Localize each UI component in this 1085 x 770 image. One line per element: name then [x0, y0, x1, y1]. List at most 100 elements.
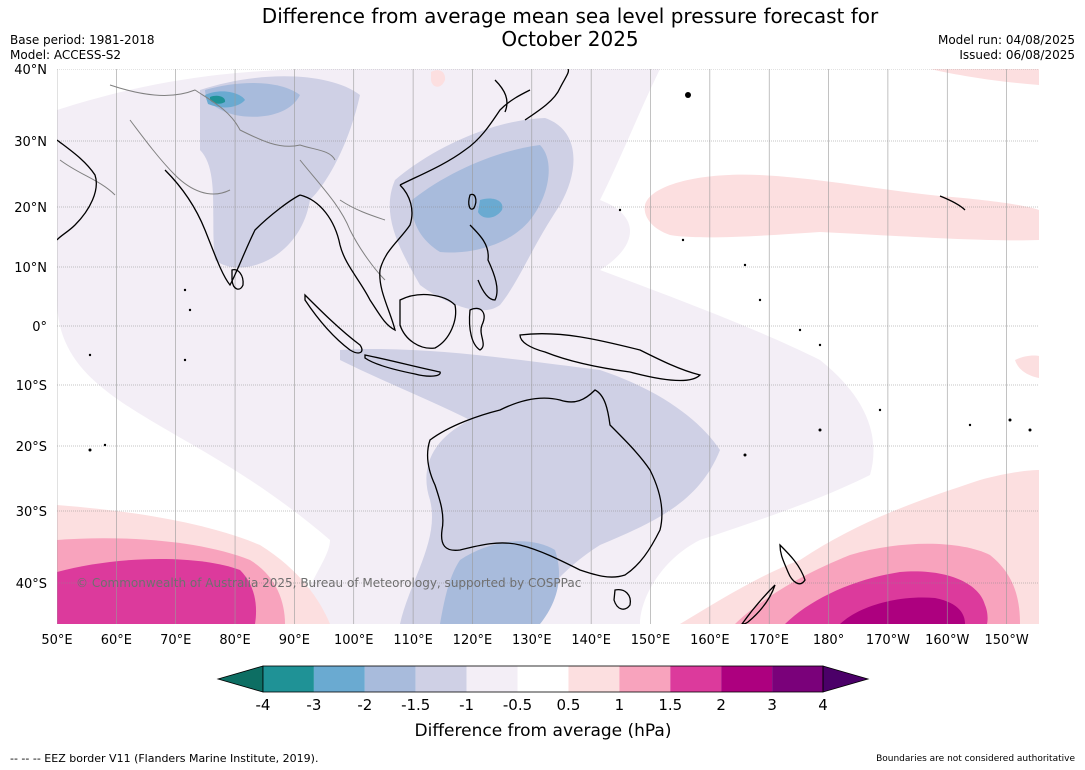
coastline-tasmania — [613, 589, 631, 610]
country-border — [129, 119, 231, 195]
coastline-sri-lanka — [231, 269, 244, 290]
island — [818, 343, 822, 347]
coastline-arabia — [57, 139, 97, 241]
latitude-label: 30°N — [14, 135, 47, 150]
anomaly-fill — [57, 69, 1039, 624]
island — [758, 298, 762, 302]
country-border — [59, 159, 116, 196]
latitude-label: 20°S — [16, 440, 47, 455]
negative-anomaly-region-strong — [440, 541, 560, 624]
colorbar-tick-label: -0.5 — [503, 696, 532, 714]
map-title: Difference from average mean sea level p… — [200, 5, 940, 51]
colorbar-extend-low — [216, 665, 264, 693]
coastline-japan — [524, 69, 570, 121]
island — [88, 448, 92, 452]
island — [183, 288, 187, 292]
longitude-label: 90°E — [279, 633, 310, 648]
longitude-label: 130°E — [512, 633, 552, 648]
small-islands — [88, 92, 1032, 457]
colorbar-tick-label: 1.5 — [658, 696, 682, 714]
base-period: Base period: 1981-2018 — [10, 33, 155, 47]
colorbar-segment — [772, 666, 823, 692]
island — [818, 428, 822, 432]
longitude-label: 170°W — [866, 633, 910, 648]
longitude-label: 50°E — [41, 633, 72, 648]
longitude-label: 180° — [813, 633, 844, 648]
negative-anomaly-region-mid — [340, 349, 720, 624]
colorbar-tick-label: 2 — [716, 696, 726, 714]
longitude-label: 150°E — [631, 633, 671, 648]
latitude-label: 0° — [32, 320, 47, 335]
island — [878, 408, 882, 412]
colorbar: -4 -3 -2 -1.5 -1 -0.5 0.5 1 1.5 2 3 4 — [216, 665, 870, 714]
coastlines — [57, 69, 966, 624]
eez-legend: -- -- -- EEZ border V11 (Flanders Marine… — [10, 752, 319, 765]
title-line-2: October 2025 — [501, 27, 639, 51]
model-info: Base period: 1981-2018 Model: ACCESS-S2 — [10, 33, 155, 63]
latitude-label: 30°S — [16, 505, 47, 520]
negative-anomaly-core — [478, 198, 503, 218]
island — [743, 263, 747, 267]
country-border — [299, 159, 386, 281]
title-line-1: Difference from average mean sea level p… — [261, 4, 879, 28]
colorbar-segment — [517, 666, 569, 692]
island — [1008, 418, 1012, 422]
colorbar-frame — [262, 665, 824, 693]
island — [183, 358, 187, 362]
colorbar-title: Difference from average (hPa) — [415, 721, 672, 741]
longitude-label: 100°E — [334, 633, 374, 648]
negative-anomaly-region-strong — [411, 145, 549, 253]
negative-anomaly-region-mid — [200, 76, 360, 268]
island — [618, 208, 622, 212]
coastline-taiwan — [468, 193, 477, 210]
colorbar-extend-high — [822, 665, 870, 693]
positive-anomaly-region — [431, 70, 446, 87]
coastline-sulawesi — [468, 307, 485, 351]
colorbar-segment — [466, 666, 518, 692]
colorbar-tick-label: -4 — [256, 696, 271, 714]
colorbar-segment — [313, 666, 365, 692]
island — [681, 238, 685, 242]
colorbar-tick-label: -1 — [459, 696, 474, 714]
positive-anomaly-region-strong — [57, 558, 257, 624]
coastline-borneo — [399, 293, 457, 349]
latitude-labels: 40°N 30°N 20°N 10°N 0° 10°S 20°S 30°S 40°S — [14, 63, 47, 592]
island — [743, 453, 747, 457]
colorbar-segment — [415, 666, 467, 692]
island — [1028, 428, 1032, 432]
latitude-label: 10°S — [16, 379, 47, 394]
colorbar-tick-label: 0.5 — [557, 696, 581, 714]
boundaries-disclaimer: Boundaries are not considered authoritat… — [876, 754, 1075, 764]
model-name: Model: ACCESS-S2 — [10, 48, 122, 62]
map-area: © Commonwealth of Australia 2025, Bureau… — [57, 69, 1039, 624]
colorbar-segment — [721, 666, 773, 692]
colorbar-tick-label: 4 — [818, 696, 828, 714]
colorbar-tick-label: -1.5 — [401, 696, 430, 714]
run-info: Model run: 04/08/2025 Issued: 06/08/2025 — [938, 33, 1075, 63]
island — [968, 423, 972, 427]
colorbar-tick-label: -3 — [306, 696, 321, 714]
longitude-label: 120°E — [453, 633, 493, 648]
colorbar-segment — [619, 666, 671, 692]
positive-anomaly-region — [1015, 355, 1039, 378]
longitude-label: 70°E — [160, 633, 191, 648]
issued-date: Issued: 06/08/2025 — [959, 48, 1075, 62]
positive-anomaly-region — [930, 69, 1039, 85]
positive-anomaly-core — [840, 597, 965, 624]
coastline-new-guinea — [519, 333, 702, 382]
island — [188, 308, 192, 312]
island — [88, 353, 92, 357]
longitude-label: 110°E — [393, 633, 433, 648]
coastline-se-asia — [299, 184, 413, 332]
longitude-label: 160°E — [690, 633, 730, 648]
coastline-philippines — [469, 224, 498, 301]
longitude-label: 150°W — [985, 633, 1029, 648]
longitude-labels: 50°E 60°E 70°E 80°E 90°E 100°E 110°E 120°E 130°E… — [41, 633, 1028, 648]
coastline-china — [399, 89, 531, 186]
country-borders — [59, 84, 386, 281]
coastline-korea — [494, 79, 508, 113]
graticule — [57, 69, 1039, 624]
colorbar-tick-label: -2 — [357, 696, 372, 714]
country-border — [339, 199, 386, 221]
